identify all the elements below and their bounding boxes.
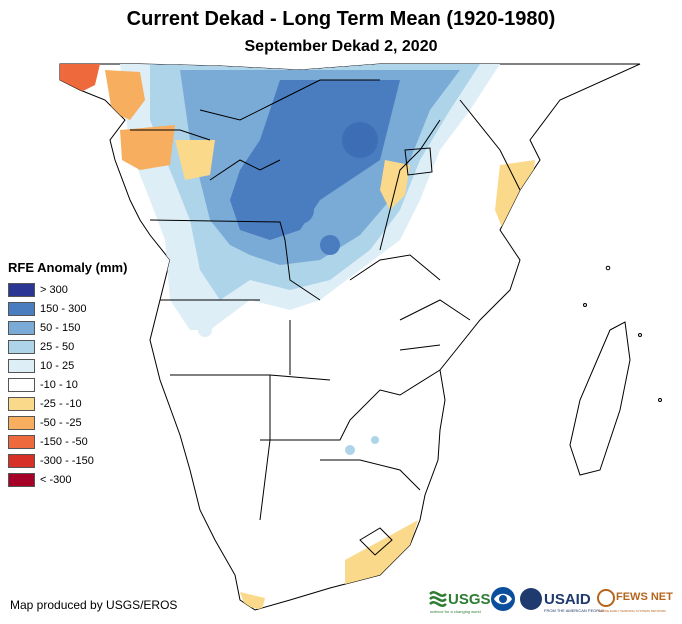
legend-label: 50 - 150: [40, 321, 81, 334]
usaid-logo: USAID FROM THE AMERICAN PEOPLE: [520, 588, 604, 613]
legend-label: -150 - -50: [40, 435, 88, 448]
legend-label: < -300: [40, 473, 72, 486]
legend-item: 25 - 50: [8, 337, 158, 356]
map-subtitle: September Dekad 2, 2020: [244, 38, 438, 55]
country-border: [260, 369, 441, 441]
legend-swatch: [8, 396, 35, 411]
legend-item: < -300: [8, 470, 158, 489]
legend-item: -50 - -25: [8, 413, 158, 432]
legend-label: 25 - 50: [40, 340, 75, 353]
noaa-logo: [491, 587, 515, 611]
country-border: [130, 129, 211, 141]
legend-item: -300 - -150: [8, 451, 158, 470]
country-border: [379, 119, 441, 251]
legend-swatch: [8, 415, 35, 430]
legend: RFE Anomaly (mm) > 300 150 - 300 50 - 150 2…: [8, 260, 158, 489]
partner-logos: USGS science for a changing world USAID …: [429, 587, 673, 614]
legend-item: -150 - -50: [8, 432, 158, 451]
country-border: [149, 219, 321, 301]
legend-label: -50 - -25: [40, 416, 82, 429]
legend-label: 150 - 300: [40, 302, 87, 315]
anomaly-150-300-patch: [342, 122, 378, 158]
dry-anomaly-gabon-light: [175, 140, 215, 180]
legend-swatch: [8, 320, 35, 335]
legend-swatch: [8, 339, 35, 354]
usgs-wave-icon: [429, 591, 447, 607]
legend-swatch: [8, 472, 35, 487]
lesotho-border: [359, 527, 393, 556]
usgs-tagline: science for a changing world: [430, 609, 481, 614]
legend-label: -25 - -10: [40, 397, 82, 410]
island: [583, 303, 587, 307]
legend-title: RFE Anomaly (mm): [8, 260, 128, 275]
legend-swatch: [8, 434, 35, 449]
madagascar: [569, 321, 631, 476]
country-border: [459, 99, 521, 191]
wet-patch: [371, 436, 379, 444]
wet-patch: [198, 323, 212, 337]
legend-label: > 300: [40, 283, 68, 296]
legend-swatch: [8, 282, 35, 297]
legend-label: 10 - 25: [40, 359, 75, 372]
wet-patch: [345, 445, 355, 455]
country-border: [349, 254, 441, 281]
legend-item: -25 - -10: [8, 394, 158, 413]
legend-swatch: [8, 358, 35, 373]
country-border: [320, 459, 421, 491]
fewsnet-text: FEWS NET: [616, 591, 673, 603]
dry-anomaly-south-africa: [345, 520, 418, 585]
usaid-seal-icon: [520, 588, 542, 610]
fewsnet-globe-icon: [597, 589, 615, 607]
island: [658, 398, 662, 402]
anomaly-150-300-patch: [320, 235, 340, 255]
dry-anomaly-uganda: [380, 160, 410, 210]
usaid-tagline: FROM THE AMERICAN PEOPLE: [544, 608, 604, 613]
country-border: [399, 299, 471, 321]
island: [638, 333, 642, 337]
island: [605, 265, 611, 271]
lake-victoria: [404, 147, 433, 176]
legend-item: 10 - 25: [8, 356, 158, 375]
usaid-text: USAID: [544, 591, 591, 608]
usgs-text: USGS: [448, 591, 491, 608]
dry-anomaly-cameroon: [105, 70, 145, 120]
anomaly-150-300-patch: [286, 196, 314, 224]
fewsnet-tagline: FAMINE EARLY WARNING SYSTEMS NETWORK: [598, 609, 666, 613]
credit-text: Map produced by USGS/EROS: [10, 598, 178, 612]
legend-swatch: [8, 301, 35, 316]
usgs-logo: USGS science for a changing world: [429, 591, 491, 614]
dry-anomaly-kenya: [495, 160, 535, 235]
legend-item: 150 - 300: [8, 299, 158, 318]
legend-swatch: [8, 453, 35, 468]
legend-item: > 300: [8, 280, 158, 299]
fewsnet-logo: FEWS NET FAMINE EARLY WARNING SYSTEMS NE…: [597, 589, 673, 613]
anomaly-150-300-zone: [230, 80, 400, 240]
country-border: [209, 159, 281, 181]
dry-anomaly-gabon: [120, 125, 175, 170]
legend-label: -300 - -150: [40, 454, 94, 467]
map-title: Current Dekad - Long Term Mean (1920-198…: [126, 8, 556, 30]
legend-rows: > 300 150 - 300 50 - 150 25 - 50 10 - 25 -10 …: [8, 280, 158, 489]
country-border: [199, 79, 380, 121]
country-border: [399, 344, 441, 351]
legend-item: -10 - 10: [8, 375, 158, 394]
legend-item: 50 - 150: [8, 318, 158, 337]
legend-label: -10 - 10: [40, 378, 78, 391]
legend-swatch: [8, 377, 35, 392]
